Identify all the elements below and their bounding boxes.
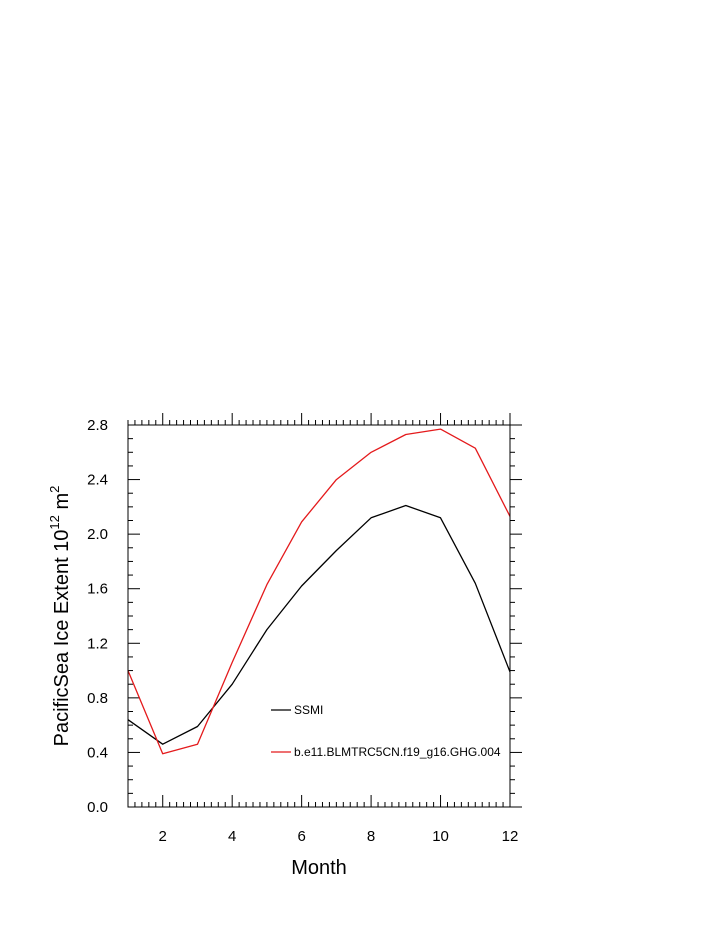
y-tick-label: 2.4 <box>87 472 108 489</box>
plot-frame <box>127 424 511 808</box>
y-tick-label: 0.0 <box>87 799 108 816</box>
axis-ticks <box>127 413 522 808</box>
y-axis-title-exponent: 12 <box>47 515 62 529</box>
y-axis-title-unit: m <box>51 493 73 515</box>
y-tick-label: 1.2 <box>87 635 108 652</box>
y-tick-label: 2.0 <box>87 526 108 543</box>
y-tick-label: 1.6 <box>87 581 108 598</box>
x-tick-label: 4 <box>228 828 236 845</box>
x-tick-label: 2 <box>159 828 167 845</box>
tick-labels: 2 4 6 8 10 12 0.0 0.4 0.8 1.2 1.6 2.0 2.4 2.8 <box>87 417 518 845</box>
y-tick-label: 0.8 <box>87 690 108 707</box>
plot-series <box>127 428 511 755</box>
legend-label-model: b.e11.BLMTRC5CN.f19_g16.GHG.004 <box>294 745 501 759</box>
x-tick-label: 10 <box>432 828 449 845</box>
y-axis-title: PacificSea Ice Extent 1012 m2 <box>47 486 73 747</box>
y-tick-label: 0.4 <box>87 744 108 761</box>
x-tick-label: 8 <box>367 828 375 845</box>
x-axis-title: Month <box>291 857 347 879</box>
y-axis-title-main: PacificSea Ice Extent 10 <box>51 530 73 747</box>
x-tick-label: 12 <box>502 828 519 845</box>
series-line-ssmi <box>127 504 511 745</box>
legend: SSMI b.e11.BLMTRC5CN.f19_g16.GHG.004 <box>271 703 501 759</box>
legend-label-ssmi: SSMI <box>294 703 323 717</box>
series-line-model <box>127 428 511 755</box>
y-tick-label: 2.8 <box>87 417 108 434</box>
x-tick-label: 6 <box>297 828 305 845</box>
y-axis-title-unit-exponent: 2 <box>47 486 62 493</box>
